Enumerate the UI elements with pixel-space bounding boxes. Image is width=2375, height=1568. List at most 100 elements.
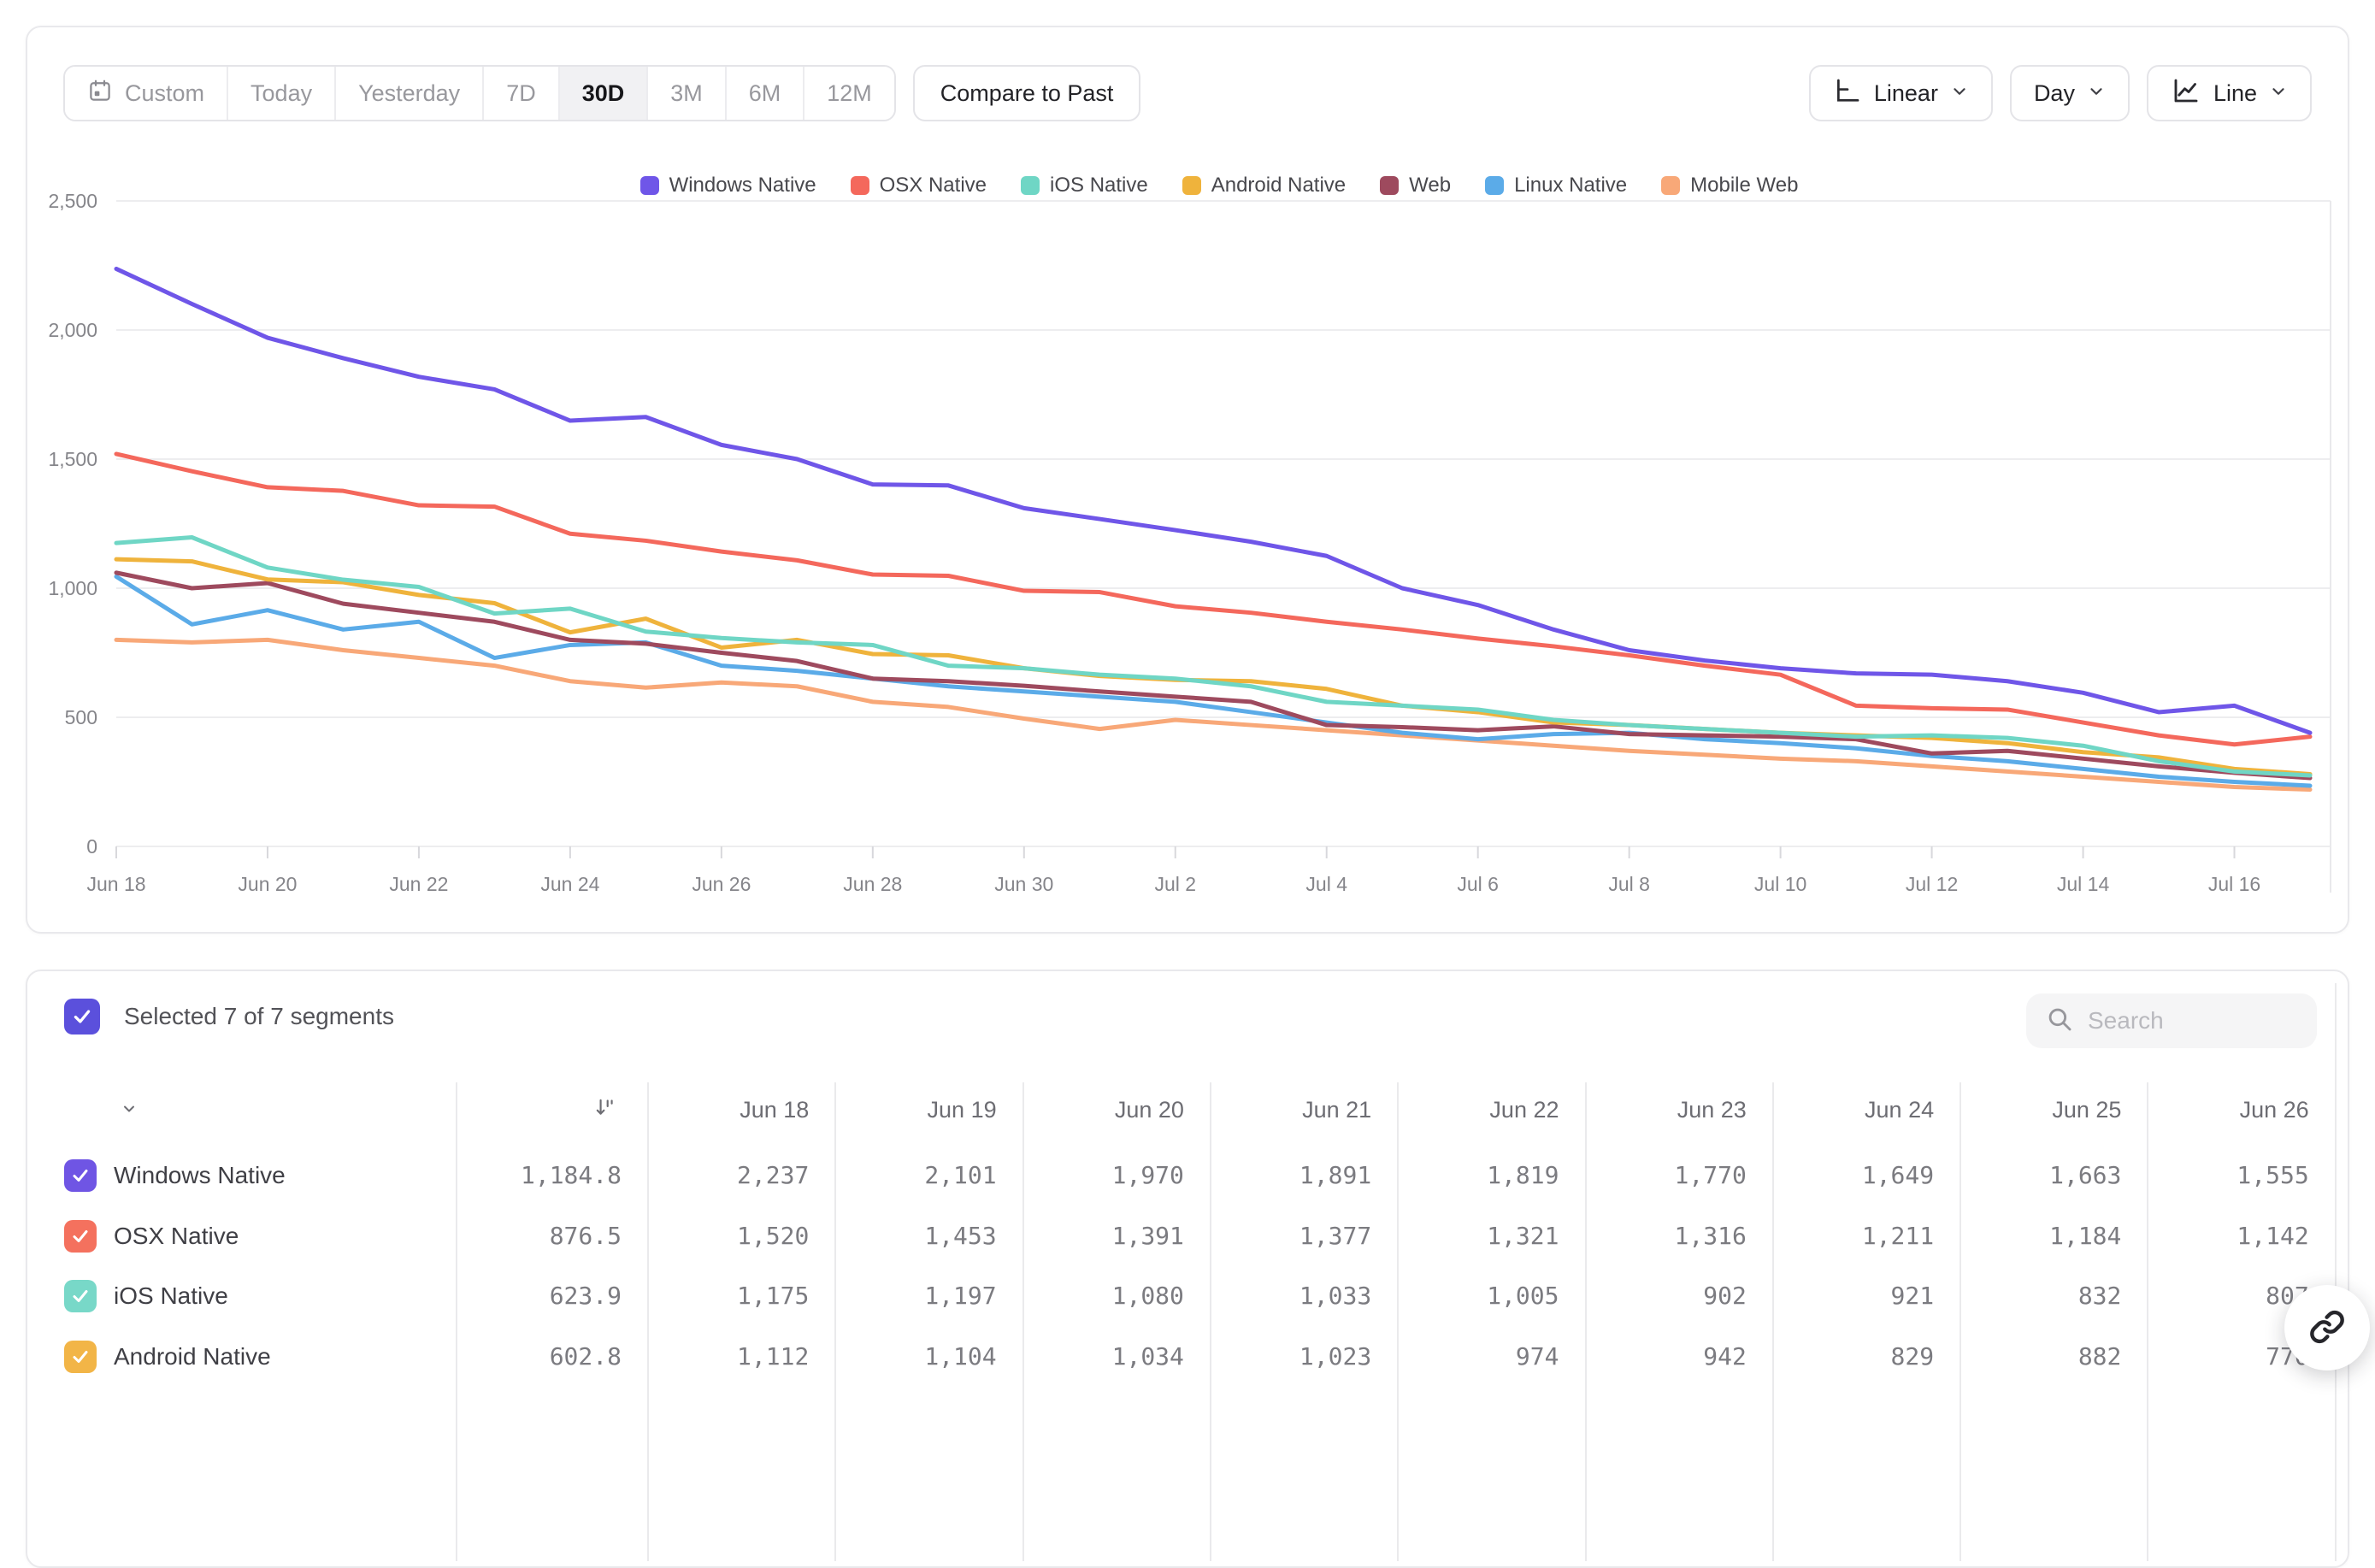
date-column-header-jun-25[interactable]: Jun 25	[2052, 1096, 2122, 1123]
date-column-header-jun-22[interactable]: Jun 22	[1489, 1096, 1559, 1123]
range-6m[interactable]: 6M	[724, 67, 804, 120]
y-axis-label: 0	[86, 835, 97, 858]
column-divider	[834, 1082, 837, 1561]
y-axis-label: 500	[65, 706, 97, 728]
chart-legend: Windows Native OSX Native iOS Native Androi…	[116, 171, 2322, 200]
row-checkbox-ios-native[interactable]	[64, 1280, 97, 1312]
row-label-ios-native[interactable]: iOS Native	[114, 1282, 228, 1309]
y-axis-label: 1,000	[48, 577, 97, 599]
cell-value: 1,034	[1111, 1341, 1184, 1371]
chart-toolbar: Custom Today Yesterday 7D 30D 3M 6M 12M Compare…	[63, 65, 2312, 121]
cell-value: 1,391	[1111, 1221, 1184, 1250]
x-axis-label: Jul 14	[2057, 873, 2110, 895]
select-all-checkbox[interactable]	[64, 999, 100, 1035]
row-checkbox-windows-native[interactable]	[64, 1159, 97, 1192]
legend-item-windows-native[interactable]: Windows Native	[639, 174, 816, 197]
platform-column-header[interactable]	[112, 1092, 138, 1128]
range-7d[interactable]: 7D	[482, 67, 558, 120]
row-label-windows-native[interactable]: Windows Native	[114, 1162, 286, 1188]
column-divider	[1209, 1082, 1211, 1561]
range-12m[interactable]: 12M	[803, 67, 894, 120]
x-axis-label: Jul 16	[2208, 873, 2260, 895]
cell-value: 1,663	[2049, 1161, 2122, 1189]
search-icon	[2045, 1005, 2074, 1038]
legend-item-web[interactable]: Web	[1380, 174, 1451, 197]
average-column-header[interactable]	[586, 1092, 616, 1128]
row-checkbox-osx-native[interactable]	[64, 1219, 97, 1253]
legend-label: iOS Native	[1050, 174, 1148, 197]
scale-dropdown[interactable]: Linear	[1808, 65, 1993, 121]
cell-value: 1,770	[1674, 1161, 1747, 1189]
legend-item-osx-native[interactable]: OSX Native	[850, 174, 987, 197]
x-axis-label: Jul 6	[1457, 873, 1499, 895]
chart-type-dropdown-label: Line	[2213, 80, 2257, 106]
y-axis-label: 1,500	[48, 448, 97, 470]
cell-value: 1,453	[924, 1221, 997, 1250]
range-30d[interactable]: 30D	[557, 67, 647, 120]
search-box	[2026, 993, 2317, 1048]
date-column-header-jun-26[interactable]: Jun 26	[2239, 1096, 2309, 1123]
range-today[interactable]: Today	[227, 67, 335, 120]
cell-value: 942	[1703, 1341, 1747, 1371]
legend-label: Linux Native	[1514, 174, 1628, 197]
cell-value: 1,033	[1299, 1282, 1372, 1310]
chart-type-dropdown[interactable]: Line	[2146, 65, 2312, 121]
legend-swatch	[1021, 176, 1040, 195]
range-label: 3M	[670, 80, 703, 106]
legend-item-ios-native[interactable]: iOS Native	[1021, 174, 1148, 197]
selected-summary: Selected 7 of 7 segments	[124, 1003, 394, 1029]
cell-value: 974	[1515, 1341, 1559, 1371]
range-yesterday[interactable]: Yesterday	[334, 67, 483, 120]
column-divider	[456, 1082, 457, 1561]
x-axis-label: Jul 4	[1305, 873, 1347, 895]
interval-dropdown-label: Day	[2033, 80, 2075, 106]
share-link-button[interactable]	[2284, 1285, 2370, 1371]
cell-value: 921	[1890, 1282, 1935, 1310]
cell-value: 1,023	[1299, 1341, 1372, 1371]
cell-value: 1,316	[1674, 1221, 1747, 1250]
date-column-header-jun-24[interactable]: Jun 24	[1865, 1096, 1935, 1123]
row-label-osx-native[interactable]: OSX Native	[114, 1222, 239, 1249]
date-column-header-jun-23[interactable]: Jun 23	[1677, 1096, 1747, 1123]
legend-item-mobile-web[interactable]: Mobile Web	[1661, 174, 1798, 197]
interval-dropdown[interactable]: Day	[2009, 65, 2130, 121]
cell-value: 1,520	[737, 1221, 810, 1250]
date-column-header-jun-21[interactable]: Jun 21	[1302, 1096, 1372, 1123]
x-axis-label: Jun 22	[389, 873, 448, 895]
row-checkbox-android-native[interactable]	[64, 1340, 97, 1373]
range-custom[interactable]: Custom	[65, 67, 227, 120]
legend-label: Android Native	[1211, 174, 1347, 197]
range-label: 12M	[827, 80, 872, 106]
legend-item-linux-native[interactable]: Linux Native	[1485, 174, 1627, 197]
cell-average: 876.5	[549, 1221, 622, 1250]
series-line-osx-native	[114, 451, 2313, 747]
legend-swatch	[639, 176, 659, 195]
range-label: 30D	[581, 80, 625, 106]
series-line-web	[114, 570, 2313, 781]
compare-to-past-button[interactable]: Compare to Past	[912, 65, 1141, 121]
range-label: 7D	[506, 80, 536, 106]
cell-average: 1,184.8	[520, 1161, 622, 1189]
cell-value: 1,891	[1299, 1161, 1372, 1189]
range-3m[interactable]: 3M	[646, 67, 725, 120]
cell-value: 832	[2077, 1282, 2122, 1310]
x-axis-label: Jul 2	[1154, 873, 1196, 895]
x-axis-label: Jun 20	[238, 873, 297, 895]
cell-value: 2,101	[924, 1161, 997, 1189]
line-chart[interactable]: 0 500 1,000 1,500 2,000 2,500 Jun 18 Jun 20 Jun …	[27, 27, 2351, 935]
date-column-header-jun-20[interactable]: Jun 20	[1114, 1096, 1184, 1123]
x-axis-label: Jun 28	[843, 873, 902, 895]
date-column-header-jun-18[interactable]: Jun 18	[740, 1096, 810, 1123]
cell-value: 1,005	[1487, 1282, 1559, 1310]
cell-average: 602.8	[549, 1341, 622, 1371]
range-label: Yesterday	[358, 80, 461, 106]
date-column-header-jun-19[interactable]: Jun 19	[927, 1096, 997, 1123]
legend-item-android-native[interactable]: Android Native	[1182, 174, 1346, 197]
legend-swatch	[850, 176, 869, 195]
cell-value: 1,819	[1487, 1161, 1559, 1189]
row-label-android-native[interactable]: Android Native	[114, 1342, 271, 1370]
search-input[interactable]	[2088, 1007, 2284, 1035]
segments-table-card: Selected 7 of 7 segments Jun 18 Jun 19 Jun…	[26, 970, 2349, 1568]
chevron-down-icon	[2269, 80, 2288, 107]
column-divider	[1584, 1082, 1587, 1561]
